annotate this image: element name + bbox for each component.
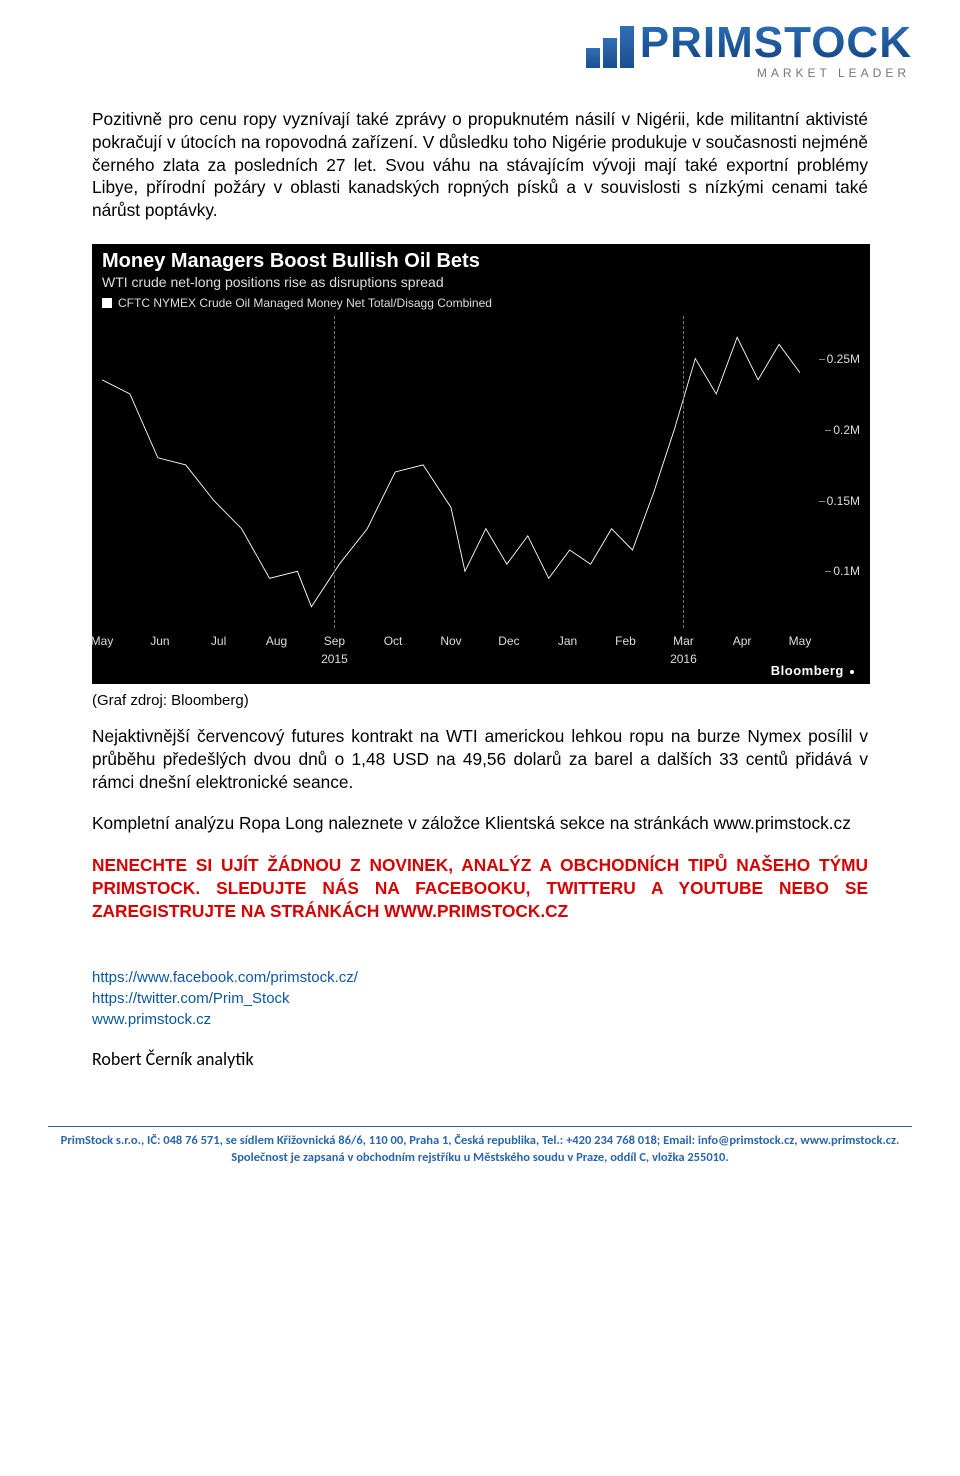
x-tick-label: May [91,634,114,648]
page-header: PRIMSTOCK MARKET LEADER [0,0,960,80]
oil-bets-chart: Money Managers Boost Bullish Oil Bets WT… [92,244,870,684]
link-facebook[interactable]: https://www.facebook.com/primstock.cz/ [92,967,868,988]
body-paragraph-2: Nejaktivnější červencový futures kontrak… [92,725,868,793]
x-tick-label: Jun [150,634,169,648]
x-tick-label: Sep [324,634,345,648]
chart-y-axis: 0.25M 0.2M 0.15M 0.1M [804,316,860,628]
chart-x-axis: MayJunJulAugSepOctNovDecJanFebMarAprMay2… [102,632,800,666]
chart-source-badge: Bloomberg [765,661,860,680]
body-paragraph-3: Kompletní analýzu Ropa Long naleznete v … [92,812,868,835]
x-tick-label: Oct [384,634,403,648]
link-site[interactable]: www.primstock.cz [92,1009,868,1030]
links-block: https://www.facebook.com/primstock.cz/ h… [92,967,868,1030]
y-tick-label: 0.15M [827,494,860,508]
logo-bars-icon [586,26,634,68]
chart-plot-area [102,316,800,628]
link-twitter[interactable]: https://twitter.com/Prim_Stock [92,988,868,1009]
grid-dash [683,316,684,628]
page-footer: PrimStock s.r.o., IČ: 048 76 571, se síd… [0,1127,960,1187]
y-tick-label: 0.1M [833,564,860,578]
logo-wordmark: PRIMSTOCK [640,18,912,68]
x-tick-label: Feb [615,634,636,648]
y-tick-label: 0.25M [827,352,860,366]
x-tick-label: Jan [558,634,577,648]
x-tick-label: Jul [211,634,226,648]
chart-subtitle: WTI crude net-long positions rise as dis… [102,274,444,290]
x-tick-label: Nov [440,634,461,648]
chart-caption: (Graf zdroj: Bloomberg) [92,692,870,709]
x-tick-label: May [789,634,812,648]
y-tick-label: 0.2M [833,423,860,437]
x-tick-label: Aug [266,634,287,648]
logo-subtitle: MARKET LEADER [757,66,912,80]
x-tick-label: Mar [673,634,694,648]
legend-label: CFTC NYMEX Crude Oil Managed Money Net T… [118,296,492,310]
body-paragraph-1: Pozitivně pro cenu ropy vyznívají také z… [92,108,868,222]
x-year-label: 2015 [321,652,348,666]
author-line: Robert Černík analytik [92,1048,868,1070]
brand-logo: PRIMSTOCK MARKET LEADER [586,18,912,80]
x-tick-label: Dec [498,634,519,648]
x-year-label: 2016 [670,652,697,666]
chart-legend: CFTC NYMEX Crude Oil Managed Money Net T… [102,296,492,310]
callout-red: NENECHTE SI UJÍT ŽÁDNOU Z NOVINEK, ANALÝ… [92,854,868,922]
grid-dash [334,316,335,628]
chart-container: Money Managers Boost Bullish Oil Bets WT… [92,244,870,709]
chart-title: Money Managers Boost Bullish Oil Bets [102,250,480,273]
x-tick-label: Apr [733,634,752,648]
legend-swatch-icon [102,298,112,308]
